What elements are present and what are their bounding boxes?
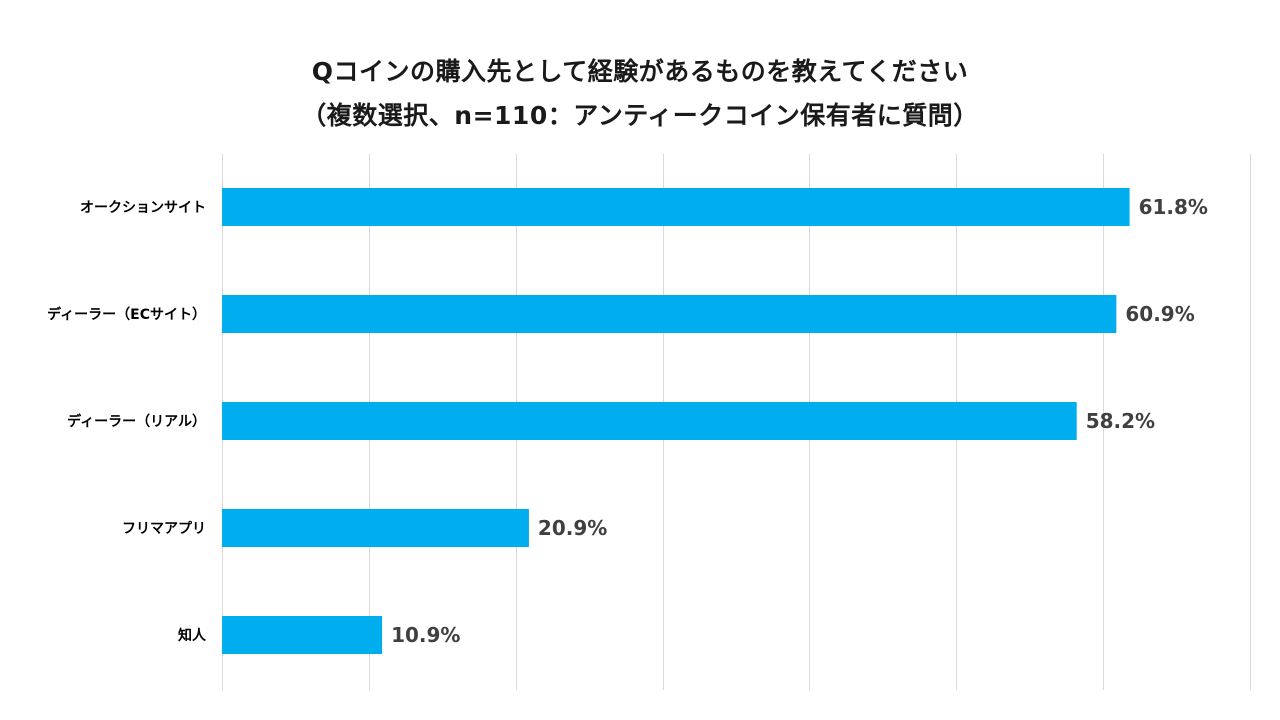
data-label: 58.2% <box>1086 409 1155 433</box>
category-label: オークションサイト <box>80 200 206 216</box>
bar-4 <box>222 509 529 547</box>
data-label: 10.9% <box>391 623 460 647</box>
category-label: フリマアプリ <box>122 521 206 537</box>
data-label: 60.9% <box>1125 302 1194 326</box>
bar-2 <box>222 295 1117 333</box>
data-label: 20.9% <box>538 516 607 540</box>
chart-title-line2: （複数選択、n=110：アンティークコイン保有者に質問） <box>301 101 979 130</box>
bar-5 <box>222 616 383 654</box>
data-label: 61.8% <box>1139 195 1208 219</box>
category-label: 知人 <box>178 627 207 644</box>
bar-1 <box>222 188 1130 226</box>
chart-title-line1: Qコインの購入先として経験があるものを教えてください <box>311 57 969 86</box>
category-label: ディーラー（リアル） <box>67 413 206 430</box>
category-label: ディーラー（ECサイト） <box>47 306 206 323</box>
bar-3 <box>222 402 1077 440</box>
